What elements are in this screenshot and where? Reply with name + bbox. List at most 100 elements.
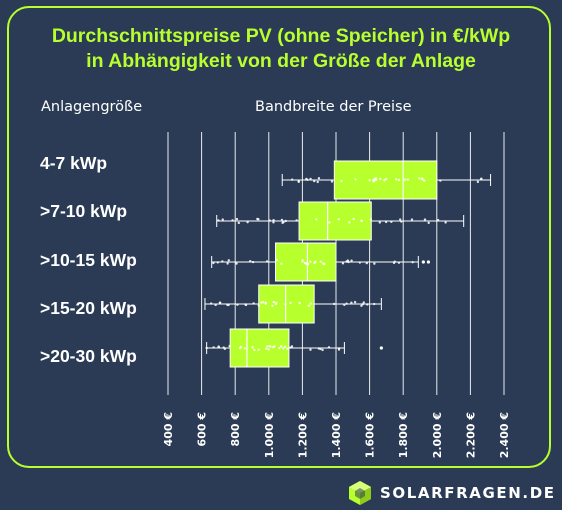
sample-dot [257, 304, 261, 307]
sample-dot [218, 301, 222, 305]
sample-dot [275, 301, 278, 305]
sample-dot [327, 346, 331, 349]
sample-dot [423, 218, 427, 221]
sample-dot [337, 218, 340, 221]
sample-dot [319, 260, 323, 263]
iqr-box [275, 242, 337, 282]
sample-dot [417, 177, 421, 180]
sample-dot [368, 179, 371, 182]
sample-dot [397, 261, 401, 264]
sample-dot [309, 260, 312, 263]
sample-dot [439, 179, 442, 182]
sample-dot [235, 262, 238, 265]
sample-dot [421, 177, 424, 181]
title-line-1: Durchschnittspreise PV (ohne Speicher) i… [51, 25, 511, 47]
sample-dot [260, 301, 263, 304]
sample-dot [227, 259, 231, 262]
sample-dot [295, 219, 298, 222]
sample-dot [271, 304, 274, 307]
sample-dot [253, 348, 256, 352]
sample-dot [350, 301, 353, 304]
sample-dot [290, 345, 294, 348]
sample-dot [268, 344, 272, 348]
outlier-dot [426, 260, 430, 264]
sample-dot [392, 261, 396, 265]
sample-dot [422, 179, 426, 182]
sample-dot [286, 347, 289, 350]
sample-dot [264, 301, 268, 305]
sample-dot [436, 218, 440, 222]
sample-dot [348, 221, 351, 224]
sample-dot [309, 302, 312, 305]
sample-dot [217, 219, 220, 222]
category-label: >20-30 kWp [40, 346, 137, 366]
sample-dot [314, 260, 317, 263]
category-label: >7-10 kWp [40, 201, 127, 221]
sample-dot [282, 347, 285, 350]
sample-dot [284, 219, 287, 223]
sample-dot [297, 180, 301, 183]
range-column-header: Bandbreite der Preise [255, 99, 412, 115]
sample-dot [284, 303, 287, 306]
sample-dot [244, 303, 247, 306]
sample-dot [343, 303, 346, 307]
sample-dot [328, 221, 331, 224]
sample-dot [406, 178, 410, 181]
sample-dot [427, 221, 430, 225]
sample-dot [251, 260, 255, 264]
sample-dot [306, 178, 309, 181]
sample-dot [280, 262, 283, 265]
sample-dot [340, 179, 343, 183]
x-tick-label: 600 € [196, 412, 209, 446]
category-column-header: Anlagengröße [41, 99, 143, 115]
sample-dot [243, 347, 246, 350]
sample-dot [214, 303, 217, 307]
sample-dot [410, 218, 414, 221]
chart-frame [7, 6, 551, 468]
sample-dot [212, 261, 215, 265]
sample-dot [384, 220, 388, 224]
sample-dot [248, 260, 252, 263]
sample-dot [444, 221, 447, 224]
sample-dot [373, 262, 376, 265]
sample-dot [246, 220, 249, 224]
sample-dot [205, 346, 208, 350]
sample-dot [317, 347, 321, 350]
sample-dot [397, 178, 401, 182]
sample-dot [372, 180, 375, 183]
sample-dot [352, 217, 355, 221]
category-label: >10-15 kWp [40, 250, 137, 270]
sample-dot [216, 261, 219, 264]
sample-dot [321, 348, 324, 352]
sample-dot [265, 347, 268, 350]
x-tick-label: 1.000 € [263, 412, 276, 458]
sample-dot [330, 180, 334, 183]
x-tick-label: 2.400 € [498, 412, 511, 458]
sample-dot [337, 348, 341, 351]
sample-dot [268, 219, 272, 222]
sample-dot [378, 221, 381, 224]
sample-dot [251, 346, 254, 349]
sample-dot [362, 301, 365, 304]
sample-dot [272, 300, 275, 304]
sample-dot [236, 303, 239, 306]
sample-dot [235, 217, 239, 221]
sample-dot [354, 178, 357, 181]
x-tick-label: 1.800 € [397, 412, 410, 458]
sample-dot [272, 221, 275, 224]
sample-dot [374, 178, 378, 181]
sample-dot [383, 179, 386, 182]
sample-dot [217, 346, 221, 349]
sample-dot [227, 303, 230, 307]
iqr-box [298, 201, 372, 241]
sample-dot [341, 262, 345, 265]
sample-dot [366, 303, 369, 306]
sample-dot [379, 177, 382, 181]
sample-dot [476, 180, 480, 184]
sample-dot [281, 221, 284, 225]
brand-name: SOLARFRAGEN.DE [380, 484, 556, 502]
sample-dot [332, 302, 336, 306]
sample-dot [266, 345, 269, 348]
sample-dot [480, 178, 483, 181]
sample-dot [283, 345, 287, 349]
